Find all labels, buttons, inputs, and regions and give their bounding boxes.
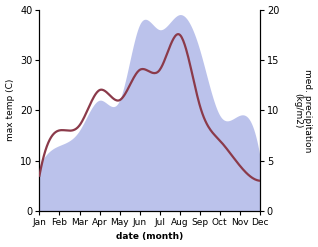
Y-axis label: max temp (C): max temp (C) xyxy=(5,79,15,142)
X-axis label: date (month): date (month) xyxy=(116,232,183,242)
Y-axis label: med. precipitation
(kg/m2): med. precipitation (kg/m2) xyxy=(293,69,313,152)
